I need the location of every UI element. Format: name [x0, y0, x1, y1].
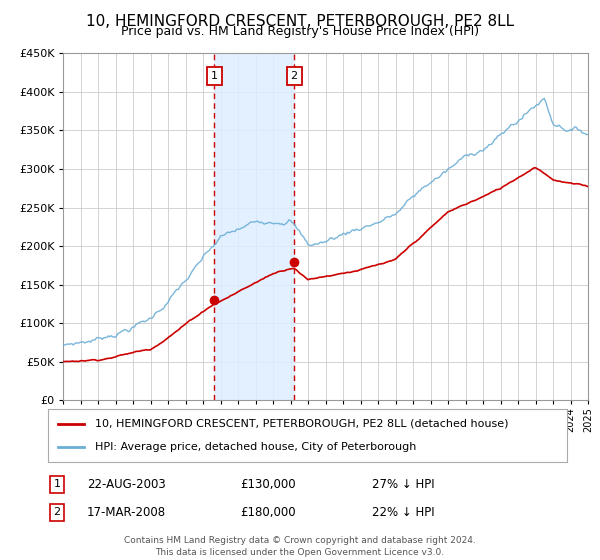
Text: 22% ↓ HPI: 22% ↓ HPI [372, 506, 434, 519]
Text: 17-MAR-2008: 17-MAR-2008 [87, 506, 166, 519]
Text: 1: 1 [53, 479, 61, 489]
Text: Contains HM Land Registry data © Crown copyright and database right 2024.
This d: Contains HM Land Registry data © Crown c… [124, 536, 476, 557]
Bar [214, 53, 294, 400]
Text: 22-AUG-2003: 22-AUG-2003 [87, 478, 166, 491]
Text: 10, HEMINGFORD CRESCENT, PETERBOROUGH, PE2 8LL (detached house): 10, HEMINGFORD CRESCENT, PETERBOROUGH, P… [95, 419, 508, 429]
Text: 2: 2 [53, 507, 61, 517]
Text: £130,000: £130,000 [240, 478, 296, 491]
Text: £180,000: £180,000 [240, 506, 296, 519]
Text: 10, HEMINGFORD CRESCENT, PETERBOROUGH, PE2 8LL: 10, HEMINGFORD CRESCENT, PETERBOROUGH, P… [86, 14, 514, 29]
Text: 1: 1 [211, 71, 218, 81]
Text: 2: 2 [290, 71, 298, 81]
Text: HPI: Average price, detached house, City of Peterborough: HPI: Average price, detached house, City… [95, 442, 416, 452]
Text: Price paid vs. HM Land Registry's House Price Index (HPI): Price paid vs. HM Land Registry's House … [121, 25, 479, 38]
Text: 27% ↓ HPI: 27% ↓ HPI [372, 478, 434, 491]
